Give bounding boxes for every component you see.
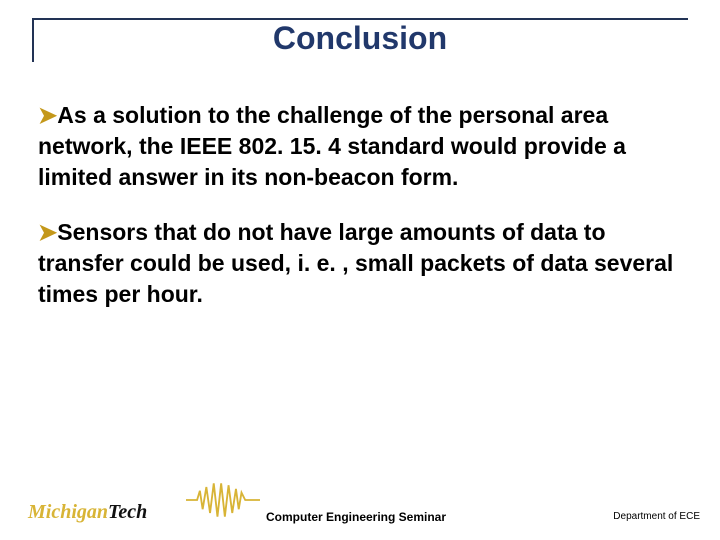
footer-right-text: Department of ECE: [613, 511, 700, 522]
content-area: ➤As a solution to the challenge of the p…: [38, 100, 678, 334]
footer-center-text: Computer Engineering Seminar: [266, 510, 446, 524]
bullet-item: ➤Sensors that do not have large amounts …: [38, 217, 678, 310]
logo-text-left: Michigan: [28, 501, 108, 523]
logo-text-right: Tech: [108, 501, 147, 523]
bullet-text: As a solution to the challenge of the pe…: [38, 102, 626, 190]
bullet-item: ➤As a solution to the challenge of the p…: [38, 100, 678, 193]
bullet-text: Sensors that do not have large amounts o…: [38, 219, 673, 307]
brand-logo: MichiganTech: [28, 501, 147, 524]
footer: MichiganTech Computer Engineering Semina…: [0, 474, 720, 528]
wave-icon: [186, 480, 260, 520]
page-title: Conclusion: [0, 20, 720, 57]
bullet-arrow-icon: ➤: [38, 219, 57, 245]
bullet-arrow-icon: ➤: [38, 102, 57, 128]
